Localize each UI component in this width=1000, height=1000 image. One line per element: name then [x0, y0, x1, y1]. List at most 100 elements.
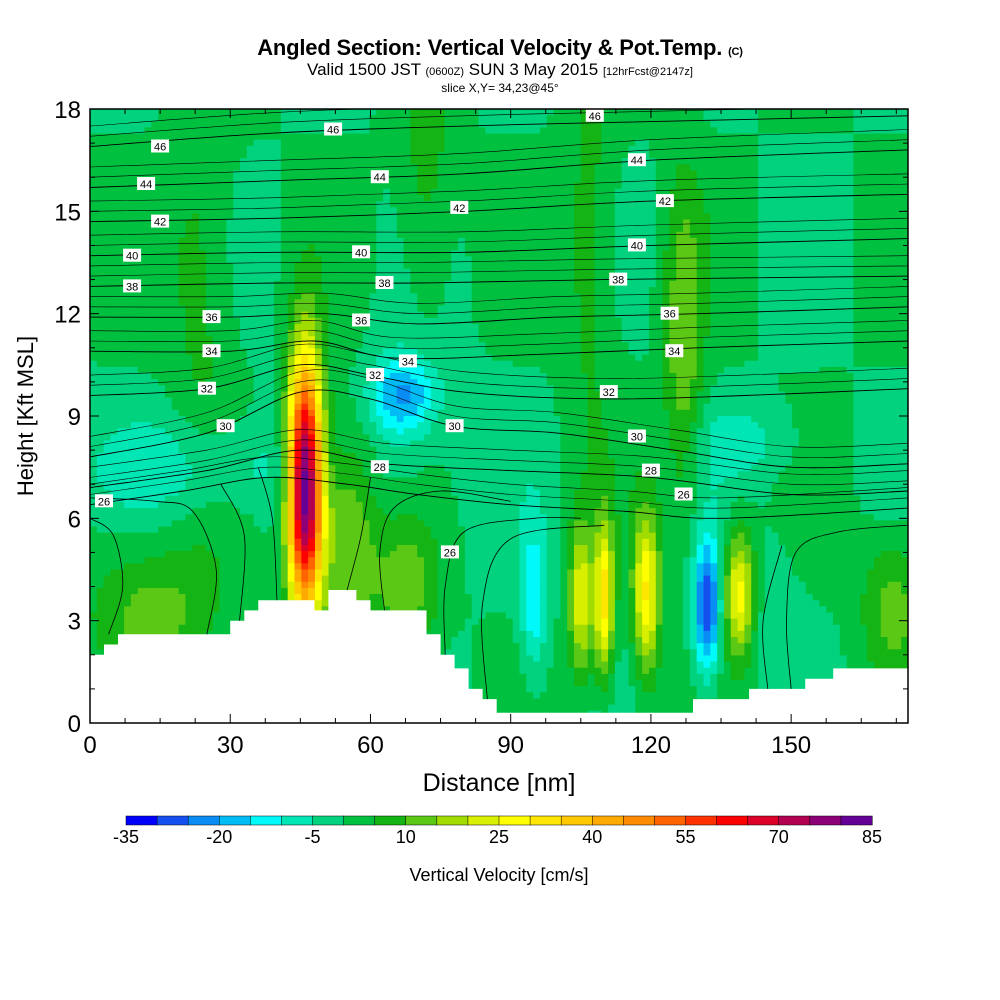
- velocity-cell: [846, 201, 855, 208]
- velocity-cell: [901, 109, 908, 116]
- velocity-cell: [533, 305, 541, 313]
- velocity-cell: [355, 121, 364, 129]
- velocity-cell: [853, 194, 861, 202]
- velocity-cell: [417, 176, 425, 184]
- velocity-cell: [144, 121, 152, 129]
- velocity-cell: [621, 139, 630, 147]
- velocity-cell: [614, 342, 623, 350]
- velocity-cell: [717, 250, 725, 257]
- velocity-cell: [260, 348, 268, 356]
- velocity-cell: [560, 244, 568, 251]
- velocity-cell: [96, 115, 105, 122]
- velocity-cell: [880, 176, 889, 184]
- velocity-cell: [110, 323, 118, 331]
- velocity-cell: [655, 121, 664, 129]
- velocity-cell: [880, 127, 889, 135]
- velocity-cell: [219, 250, 227, 257]
- velocity-cell: [887, 182, 895, 190]
- velocity-cell: [901, 213, 908, 221]
- velocity-cell: [662, 274, 671, 282]
- velocity-cell: [485, 330, 493, 337]
- velocity-cell: [321, 336, 330, 343]
- velocity-cell: [226, 311, 234, 319]
- velocity-cell: [417, 213, 425, 221]
- velocity-cell: [301, 330, 309, 337]
- velocity-cell: [683, 201, 691, 208]
- velocity-cell: [792, 348, 800, 356]
- velocity-cell: [103, 317, 112, 325]
- velocity-cell: [567, 336, 575, 343]
- velocity-cell: [635, 250, 643, 257]
- velocity-cell: [635, 164, 643, 171]
- velocity-cell: [655, 207, 664, 214]
- velocity-cell: [771, 336, 780, 343]
- velocity-cell: [805, 262, 814, 270]
- velocity-cell: [362, 348, 371, 356]
- velocity-cell: [662, 317, 671, 325]
- velocity-cell: [335, 299, 343, 307]
- velocity-cell: [233, 201, 241, 208]
- velocity-cell: [505, 354, 514, 362]
- velocity-cell: [608, 287, 616, 294]
- velocity-cell: [512, 317, 521, 325]
- velocity-cell: [192, 170, 200, 178]
- velocity-cell: [546, 127, 555, 135]
- velocity-cell: [417, 164, 425, 171]
- velocity-cell: [130, 176, 139, 184]
- velocity-cell: [239, 225, 248, 233]
- velocity-cell: [655, 170, 664, 178]
- velocity-cell: [199, 151, 207, 159]
- velocity-cell: [246, 127, 255, 135]
- velocity-cell: [730, 299, 739, 307]
- velocity-cell: [349, 360, 357, 368]
- velocity-cell: [648, 139, 657, 147]
- velocity-cell: [655, 268, 664, 276]
- velocity-cell: [751, 176, 759, 184]
- velocity-cell: [601, 127, 609, 135]
- velocity-cell: [253, 158, 262, 165]
- velocity-cell: [867, 170, 875, 178]
- velocity-cell: [308, 225, 316, 233]
- velocity-cell: [137, 250, 146, 257]
- velocity-cell: [546, 115, 555, 122]
- velocity-cell: [124, 176, 132, 184]
- velocity-cell: [628, 219, 636, 227]
- velocity-cell: [642, 127, 650, 135]
- velocity-cell: [812, 280, 820, 288]
- velocity-cell: [901, 231, 908, 239]
- velocity-cell: [376, 354, 384, 362]
- velocity-cell: [301, 219, 309, 227]
- velocity-cell: [594, 293, 602, 300]
- velocity-cell: [321, 231, 330, 239]
- velocity-cell: [164, 207, 173, 214]
- velocity-cell: [880, 121, 889, 129]
- velocity-cell: [464, 336, 473, 343]
- velocity-cell: [205, 127, 214, 135]
- velocity-cell: [860, 231, 868, 239]
- velocity-cell: [499, 219, 507, 227]
- velocity-cell: [103, 182, 112, 190]
- velocity-cell: [655, 133, 664, 141]
- velocity-cell: [505, 299, 514, 307]
- velocity-cell: [362, 299, 371, 307]
- velocity-cell: [178, 317, 187, 325]
- velocity-cell: [867, 354, 875, 362]
- velocity-cell: [710, 330, 718, 337]
- velocity-cell: [867, 342, 875, 350]
- velocity-cell: [478, 348, 486, 356]
- velocity-cell: [274, 250, 282, 257]
- velocity-cell: [539, 145, 548, 153]
- velocity-cell: [226, 317, 234, 325]
- velocity-cell: [703, 145, 711, 153]
- velocity-cell: [362, 127, 371, 135]
- velocity-cell: [430, 225, 439, 233]
- velocity-cell: [260, 317, 268, 325]
- velocity-cell: [860, 151, 868, 159]
- velocity-cell: [464, 354, 473, 362]
- velocity-cell: [669, 164, 677, 171]
- velocity-cell: [151, 336, 159, 343]
- velocity-cell: [758, 182, 766, 190]
- velocity-cell: [396, 268, 405, 276]
- velocity-cell: [526, 170, 534, 178]
- velocity-cell: [710, 158, 718, 165]
